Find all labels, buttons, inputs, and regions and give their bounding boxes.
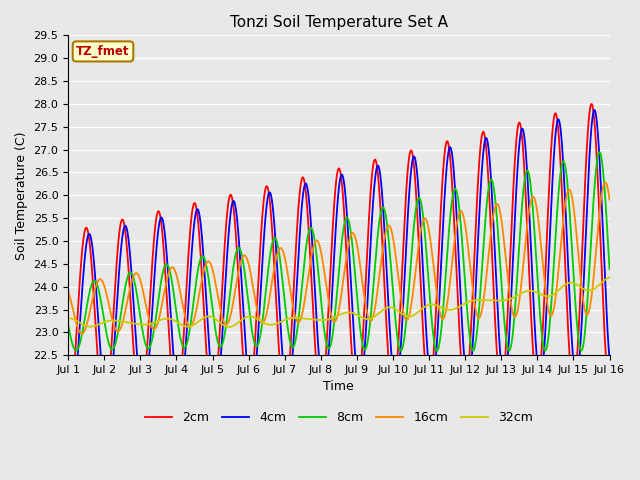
32cm <box>314 317 321 323</box>
Legend: 2cm, 4cm, 8cm, 16cm, 32cm: 2cm, 4cm, 8cm, 16cm, 32cm <box>140 406 538 429</box>
Line: 4cm: 4cm <box>68 110 609 408</box>
4cm <box>67 405 75 410</box>
8cm <box>596 149 604 155</box>
8cm <box>590 190 598 196</box>
8cm <box>590 194 598 200</box>
16cm <box>92 283 100 288</box>
Line: 2cm: 2cm <box>68 104 609 415</box>
8cm <box>491 192 499 197</box>
16cm <box>590 270 598 276</box>
16cm <box>328 314 335 320</box>
2cm <box>590 115 598 120</box>
8cm <box>92 279 100 285</box>
32cm <box>491 298 499 303</box>
4cm <box>92 286 100 291</box>
4cm <box>491 247 499 252</box>
Line: 16cm: 16cm <box>68 182 609 334</box>
4cm <box>328 300 335 305</box>
32cm <box>605 275 613 280</box>
8cm <box>433 348 441 353</box>
32cm <box>328 315 335 321</box>
Line: 8cm: 8cm <box>68 152 609 350</box>
2cm <box>64 412 72 418</box>
32cm <box>590 286 598 292</box>
Y-axis label: Soil Temperature (C): Soil Temperature (C) <box>15 131 28 260</box>
2cm <box>313 371 321 377</box>
4cm <box>314 329 321 335</box>
2cm <box>588 101 595 107</box>
Title: Tonzi Soil Temperature Set A: Tonzi Soil Temperature Set A <box>230 15 448 30</box>
16cm <box>491 205 499 211</box>
16cm <box>590 273 598 278</box>
32cm <box>64 316 72 322</box>
16cm <box>314 238 321 244</box>
8cm <box>64 322 72 327</box>
32cm <box>590 286 598 292</box>
4cm <box>590 108 598 113</box>
4cm <box>591 107 598 113</box>
16cm <box>605 197 613 203</box>
2cm <box>590 112 598 118</box>
4cm <box>64 395 72 400</box>
4cm <box>605 356 613 362</box>
Text: TZ_fmet: TZ_fmet <box>76 45 130 58</box>
Line: 32cm: 32cm <box>68 277 609 327</box>
2cm <box>491 304 499 310</box>
16cm <box>78 331 86 336</box>
2cm <box>605 380 613 385</box>
2cm <box>328 250 335 255</box>
16cm <box>64 288 72 294</box>
8cm <box>328 339 335 345</box>
8cm <box>605 266 613 272</box>
16cm <box>602 180 609 185</box>
8cm <box>313 257 321 263</box>
X-axis label: Time: Time <box>323 381 354 394</box>
2cm <box>92 325 100 331</box>
32cm <box>225 324 233 330</box>
32cm <box>92 323 100 328</box>
4cm <box>590 108 598 114</box>
